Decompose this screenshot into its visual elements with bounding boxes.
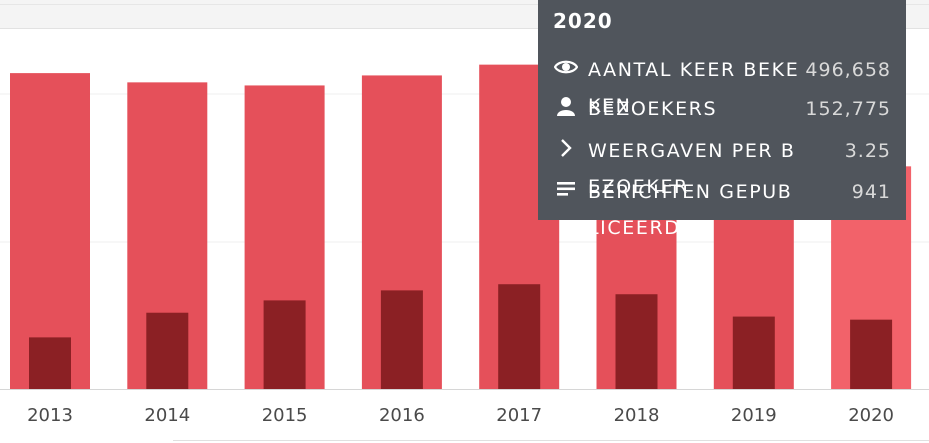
text-lines-icon [553,176,579,202]
bar-series-2[interactable] [29,337,71,389]
tooltip-value: 496,658 [805,59,891,81]
x-tick-label: 2013 [27,405,73,426]
tooltip-value: 3.25 [844,140,891,162]
bar-series-2[interactable] [850,319,893,389]
eye-icon [553,54,579,80]
x-tick-label: 2017 [496,405,542,426]
bar-series-2[interactable] [732,316,775,389]
tooltip-value: 152,775 [805,98,891,120]
tooltip-row-visitors: BEZOEKERS 152,775 [553,91,891,120]
tooltip-value: 941 [851,181,891,203]
user-icon [553,93,579,119]
chart-tooltip: 2020 AANTAL KEER BEKEKEN 496,658 BEZOEKE… [538,0,906,239]
tooltip-label: BEZOEKERS [588,98,718,120]
top-bar-divider [0,4,929,5]
bar-series-2[interactable] [380,290,423,389]
bar-series-2[interactable] [615,294,658,389]
tooltip-row-posts: BERICHTEN GEPUBLICEERD 941 [553,174,891,239]
x-tick-label: 2018 [614,405,660,426]
chevron-right-icon [553,135,579,161]
tooltip-title: 2020 [553,9,613,33]
chart-bottom-divider [173,440,929,441]
tooltip-label: WEERGAVEN PER BEZOEKER [588,140,796,198]
tooltip-label: AANTAL KEER BEKEKEN [588,59,800,117]
bar-series-2[interactable] [498,284,541,389]
bar-series-2[interactable] [146,312,189,389]
bar-series-1[interactable] [10,73,90,389]
x-tick-label: 2014 [144,405,190,426]
x-tick-label: 2019 [731,405,777,426]
x-tick-label: 2015 [262,405,308,426]
x-tick-label: 2020 [848,405,894,426]
tooltip-row-views: AANTAL KEER BEKEKEN 496,658 [553,52,891,117]
bar-series-2[interactable] [263,300,306,389]
tooltip-row-views-per-visitor: WEERGAVEN PER BEZOEKER 3.25 [553,133,891,198]
tooltip-label: BERICHTEN GEPUBLICEERD [588,181,793,239]
x-tick-label: 2016 [379,405,425,426]
